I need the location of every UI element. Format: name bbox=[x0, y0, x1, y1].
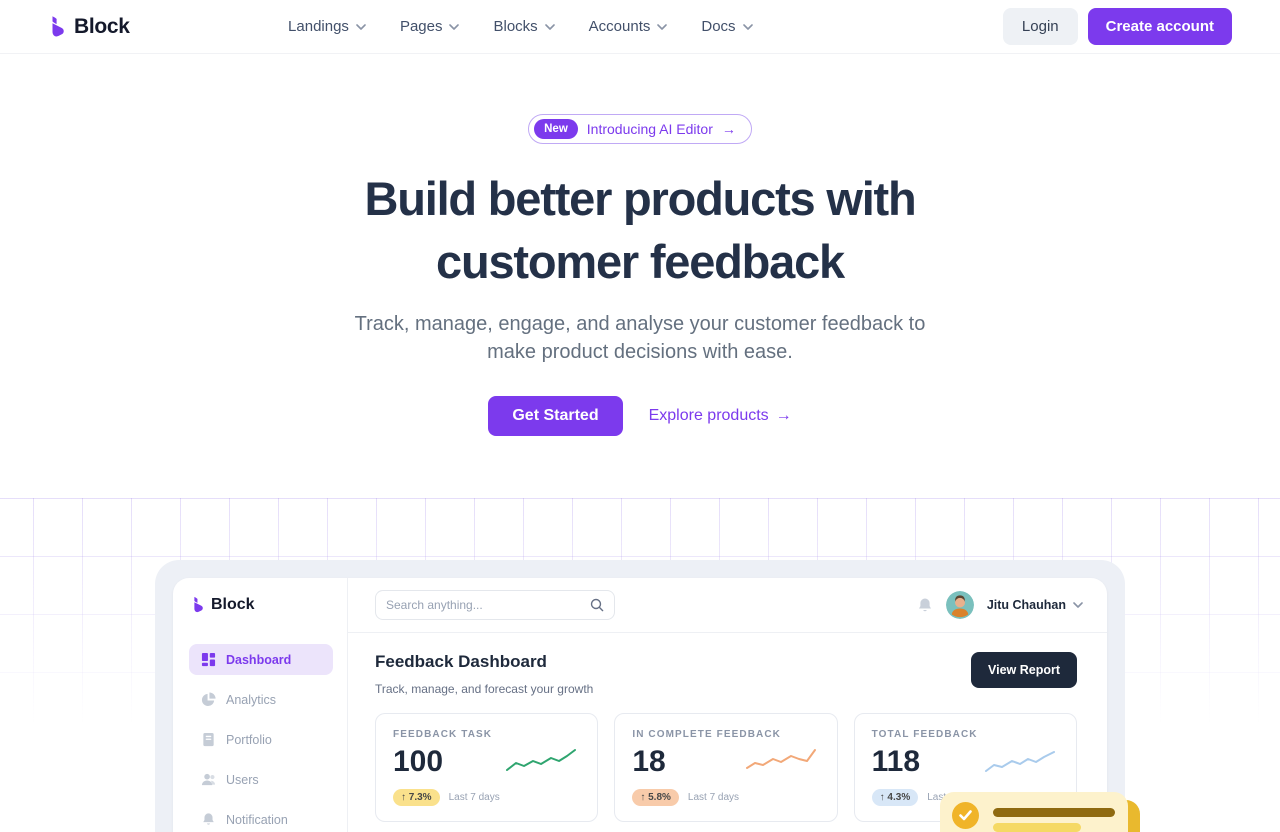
stat-label: FEEDBACK TASK bbox=[393, 729, 493, 740]
search-icon bbox=[590, 598, 604, 612]
search-input[interactable] bbox=[386, 598, 582, 612]
stat-period: Last 7 days bbox=[687, 792, 740, 803]
dashboard-brand-text: Block bbox=[211, 596, 255, 613]
page-subtitle: Track, manage, and forecast your growth bbox=[375, 682, 594, 696]
header-actions: Jitu Chauhan bbox=[917, 591, 1083, 619]
chevron-down-icon bbox=[1073, 602, 1083, 608]
chevron-down-icon bbox=[742, 23, 753, 30]
sparkline-chart bbox=[745, 749, 816, 769]
sparkline-chart bbox=[506, 749, 577, 771]
nav-item-accounts[interactable]: Accounts bbox=[589, 18, 668, 35]
nav-item-label: Accounts bbox=[588, 18, 651, 35]
content-header: Feedback Dashboard Track, manage, and fo… bbox=[375, 652, 1077, 696]
user-menu[interactable]: Jitu Chauhan bbox=[987, 598, 1083, 612]
dashboard-sidebar: Block Dashboard Analy bbox=[173, 578, 348, 832]
page-title: Feedback Dashboard bbox=[375, 652, 547, 671]
arrow-right-icon: → bbox=[775, 406, 792, 424]
hero-subtitle: Track, manage, engage, and analyse your … bbox=[354, 312, 926, 363]
hero-title: Build better products with customer feed… bbox=[364, 172, 916, 288]
nav-item-pages[interactable]: Pages bbox=[400, 18, 460, 35]
sidebar-item-users[interactable]: Users bbox=[189, 764, 333, 795]
sparkline-chart bbox=[984, 751, 1055, 772]
nav-item-label: Docs bbox=[701, 18, 736, 35]
hero-cta-row: Get Started Explore products → bbox=[0, 395, 1280, 436]
sidebar-item-label: Portfolio bbox=[226, 732, 272, 747]
nav-item-label: Blocks bbox=[493, 18, 538, 35]
dashboard-grid-icon bbox=[201, 652, 216, 667]
user-name: Jitu Chauhan bbox=[986, 598, 1066, 612]
brand-logo-icon bbox=[52, 15, 64, 36]
sidebar-item-dashboard[interactable]: Dashboard bbox=[189, 644, 333, 675]
brand-logo-text: Block bbox=[74, 14, 130, 38]
brand-logo[interactable]: Block bbox=[48, 15, 130, 39]
explore-products-link[interactable]: Explore products → bbox=[649, 407, 792, 425]
chevron-down-icon bbox=[544, 23, 555, 30]
nav-item-blocks[interactable]: Blocks bbox=[493, 18, 555, 35]
chevron-down-icon bbox=[356, 23, 366, 30]
nav-item-docs[interactable]: Docs bbox=[701, 18, 753, 35]
main-nav: Landings Pages Blocks Accounts Docs bbox=[288, 18, 753, 35]
skeleton-bar bbox=[993, 823, 1081, 832]
dashboard-preview: Block Dashboard Analy bbox=[155, 560, 1125, 832]
dashboard-brand-logo: Block bbox=[191, 596, 333, 614]
skeleton-bar bbox=[993, 808, 1115, 817]
change-badge: ↑ 5.8% bbox=[632, 789, 679, 806]
nav-item-label: Landings bbox=[288, 18, 349, 35]
nav-actions: Login Create account bbox=[1002, 8, 1232, 45]
arrow-right-icon: → bbox=[721, 121, 736, 137]
dashboard-header: Jitu Chauhan bbox=[348, 578, 1107, 633]
toast-front-card bbox=[940, 792, 1128, 832]
sidebar-item-label: Analytics bbox=[226, 692, 277, 707]
navbar: Block Landings Pages Blocks Accounts Doc… bbox=[0, 0, 1280, 54]
avatar[interactable] bbox=[945, 591, 974, 619]
create-account-button[interactable]: Create account bbox=[1087, 8, 1232, 45]
hero-section: New Introducing AI Editor → Build better… bbox=[0, 54, 1280, 436]
nav-item-label: Pages bbox=[399, 18, 443, 35]
users-icon bbox=[201, 773, 216, 786]
stat-card-incomplete-feedback: IN COMPLETE FEEDBACK 18 ↑ 5.8% Last 7 da… bbox=[614, 713, 838, 822]
login-button[interactable]: Login bbox=[1002, 8, 1078, 45]
new-pill: New bbox=[534, 119, 578, 139]
stat-label: TOTAL FEEDBACK bbox=[871, 729, 978, 740]
pie-chart-icon bbox=[201, 692, 216, 707]
document-icon bbox=[203, 732, 214, 747]
stat-value: 118 bbox=[871, 745, 921, 778]
chevron-down-icon bbox=[449, 23, 460, 30]
nav-item-landings[interactable]: Landings bbox=[288, 18, 366, 35]
sidebar-item-label: Dashboard bbox=[226, 652, 292, 667]
notification-toast bbox=[940, 792, 1140, 832]
dashboard-window: Block Dashboard Analy bbox=[173, 578, 1107, 832]
search-box bbox=[375, 590, 615, 620]
check-circle-icon bbox=[952, 802, 979, 829]
sidebar-item-notification[interactable]: Notification bbox=[189, 804, 333, 832]
brand-logo-icon bbox=[194, 596, 203, 613]
change-badge: ↑ 7.3% bbox=[393, 789, 440, 806]
sidebar-item-analytics[interactable]: Analytics bbox=[189, 684, 333, 715]
chevron-down-icon bbox=[657, 23, 668, 30]
stat-card-feedback-task: FEEDBACK TASK 100 ↑ 7.3% Last 7 days bbox=[375, 713, 599, 822]
stat-value: 18 bbox=[632, 745, 666, 778]
toast-skeleton-bars bbox=[993, 808, 1115, 832]
get-started-button[interactable]: Get Started bbox=[488, 395, 623, 436]
sidebar-item-label: Users bbox=[226, 772, 259, 787]
stat-period: Last 7 days bbox=[448, 792, 500, 803]
announcement-badge[interactable]: New Introducing AI Editor → bbox=[528, 114, 752, 144]
change-badge: ↑ 4.3% bbox=[871, 789, 919, 806]
view-report-button[interactable]: View Report bbox=[970, 652, 1077, 688]
sidebar-item-portfolio[interactable]: Portfolio bbox=[189, 724, 333, 755]
announcement-text: Introducing AI Editor bbox=[586, 121, 713, 137]
bell-icon[interactable] bbox=[917, 597, 933, 614]
explore-products-label: Explore products bbox=[648, 406, 769, 424]
stat-label: IN COMPLETE FEEDBACK bbox=[632, 729, 781, 740]
sidebar-item-label: Notification bbox=[226, 812, 288, 827]
bell-icon bbox=[203, 813, 214, 825]
stat-value: 100 bbox=[393, 745, 444, 778]
